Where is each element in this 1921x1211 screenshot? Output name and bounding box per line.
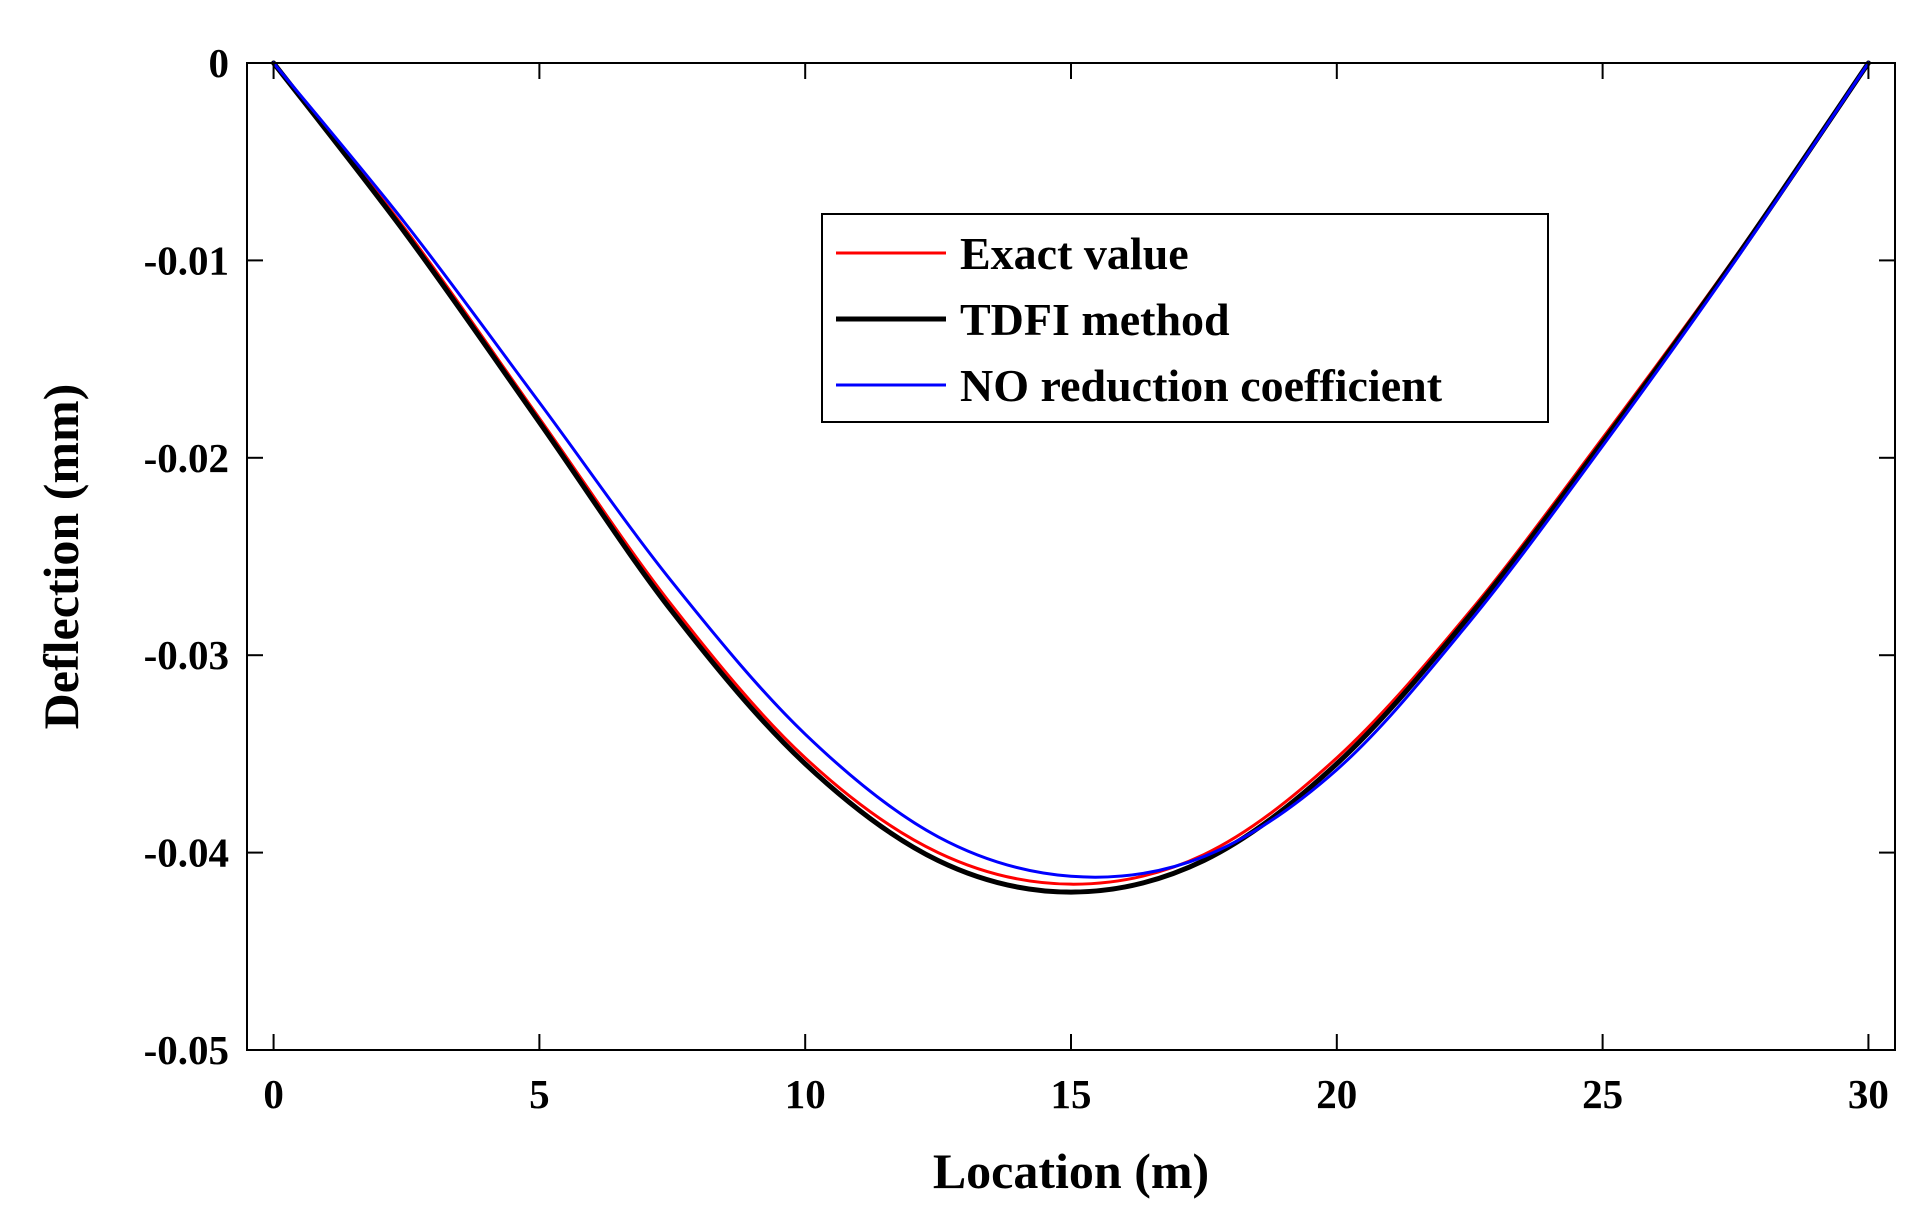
y-tick-label: -0.01 (144, 237, 229, 283)
x-tick-label: 20 (1316, 1071, 1357, 1117)
x-tick-label: 10 (785, 1071, 826, 1117)
x-tick-label: 0 (263, 1071, 284, 1117)
legend-entries: Exact value TDFI method NO reduction coeff… (836, 228, 1443, 411)
y-tick-label: -0.05 (144, 1027, 229, 1073)
x-axis-title: Location (m) (933, 1143, 1209, 1199)
legend: Exact value TDFI method NO reduction coeff… (821, 213, 1549, 423)
y-tick-label: -0.02 (144, 435, 229, 481)
tick-labels-layer: 0 5 10 15 20 25 30 0 -0.01 -0.02 -0.03 -0.04 -0.05 (144, 40, 1889, 1117)
ticks-layer (247, 62, 1895, 1051)
legend-label-1: Exact value (960, 228, 1189, 279)
y-tick-label: -0.04 (144, 830, 229, 876)
legend-label-2: TDFI method (960, 294, 1230, 345)
x-tick-label: 5 (529, 1071, 550, 1117)
x-tick-label: 25 (1582, 1071, 1623, 1117)
y-tick-label: -0.03 (144, 632, 229, 678)
y-tick-label: 0 (209, 40, 230, 86)
legend-label-3: NO reduction coefficient (960, 360, 1443, 411)
series-layer (271, 60, 1871, 895)
x-tick-label: 30 (1848, 1071, 1889, 1117)
x-tick-label: 15 (1051, 1071, 1092, 1117)
y-axis-title: Deflection (mm) (33, 384, 89, 730)
series-line-2 (271, 60, 1871, 895)
series-line-3 (272, 61, 1870, 879)
